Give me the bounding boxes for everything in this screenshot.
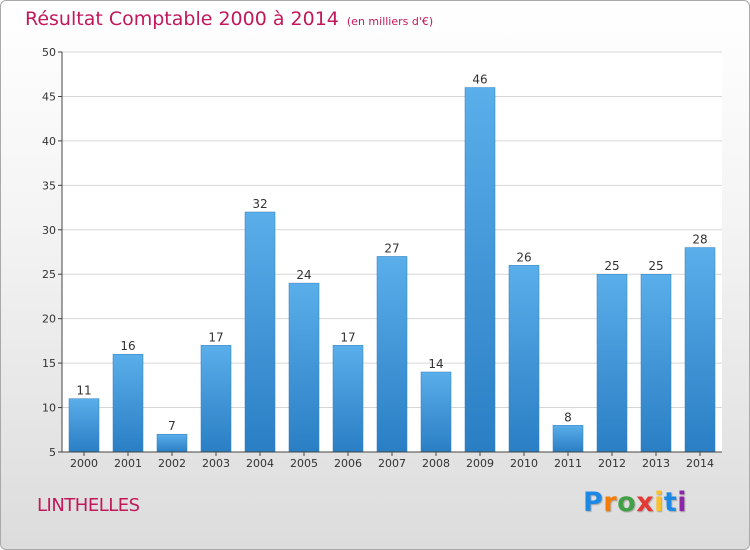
logo-letter: r: [603, 487, 618, 518]
commune-name: LINTHELLES: [37, 495, 140, 516]
logo-letter: i: [654, 487, 664, 518]
x-tick-label: 2001: [114, 457, 142, 470]
y-tick-label: 10: [42, 402, 56, 415]
y-tick-label: 50: [42, 46, 56, 59]
x-tick-label: 2008: [422, 457, 450, 470]
x-tick-label: 2004: [246, 457, 274, 470]
bar-value-label: 14: [428, 357, 443, 371]
logo-letter: o: [617, 487, 637, 518]
bar-value-label: 7: [168, 419, 176, 433]
x-tick-label: 2014: [686, 457, 714, 470]
bar-2003: [200, 345, 232, 453]
bar-2000: [68, 398, 100, 453]
bars: [68, 87, 716, 453]
bar-2011: [552, 425, 584, 453]
bar-value-label: 27: [384, 241, 399, 255]
logo-letter: x: [636, 487, 655, 518]
bar-value-label: 46: [472, 73, 487, 87]
bar-2008: [420, 371, 452, 453]
x-tick-label: 2003: [202, 457, 230, 470]
labels: 5 10 15 20 25 30 35 40 45 50 11 2000 16 2001 7 2002 17 20…: [42, 46, 714, 470]
x-tick-label: 2011: [554, 457, 582, 470]
bar-value-label: 16: [120, 339, 135, 353]
x-tick-label: 2000: [70, 457, 98, 470]
bar-value-label: 17: [340, 330, 355, 344]
x-tick-label: 2002: [158, 457, 186, 470]
bar-value-label: 17: [208, 330, 223, 344]
y-tick-label: 45: [42, 90, 56, 103]
bar-2005: [288, 282, 320, 453]
y-tick-label: 35: [42, 179, 56, 192]
bar-value-label: 28: [692, 233, 707, 247]
bar-2004: [244, 211, 276, 453]
proxiti-logo: Proxiti: [583, 487, 687, 518]
bar-value-label: 11: [76, 384, 91, 398]
bar-value-label: 25: [604, 259, 619, 273]
bar-value-label: 8: [564, 410, 572, 424]
x-tick-label: 2013: [642, 457, 670, 470]
bar-value-label: 32: [252, 197, 267, 211]
bar-2002: [156, 433, 188, 453]
bar-2009: [464, 87, 496, 453]
y-tick-label: 40: [42, 135, 56, 148]
logo-letter: i: [677, 487, 688, 518]
bar-value-label: 25: [648, 259, 663, 273]
x-tick-label: 2012: [598, 457, 626, 470]
chart-title: Résultat Comptable 2000 à 2014 (en millie…: [25, 8, 433, 30]
bar-2010: [508, 265, 540, 453]
y-tick-label: 25: [42, 268, 56, 281]
bar-2001: [112, 353, 144, 453]
x-tick-label: 2009: [466, 457, 494, 470]
bar-2006: [332, 345, 364, 453]
x-tick-label: 2005: [290, 457, 318, 470]
chart-title-text: Résultat Comptable 2000 à 2014: [25, 8, 339, 30]
logo-letter: t: [663, 487, 678, 518]
y-tick-label: 30: [42, 224, 56, 237]
x-tick-label: 2010: [510, 457, 538, 470]
y-tick-label: 5: [49, 446, 56, 459]
logo-letter: P: [583, 487, 604, 518]
bar-2014: [684, 247, 716, 453]
x-tick-label: 2006: [334, 457, 362, 470]
y-tick-label: 20: [42, 313, 56, 326]
bar-2012: [596, 273, 628, 453]
axes: [58, 51, 722, 456]
bar-value-label: 26: [516, 250, 531, 264]
bar-2013: [640, 273, 672, 453]
x-tick-label: 2007: [378, 457, 406, 470]
bar-value-label: 24: [296, 268, 311, 282]
y-tick-label: 15: [42, 357, 56, 370]
bar-2007: [376, 256, 408, 453]
chart-subtitle: (en milliers d'€): [346, 15, 434, 28]
